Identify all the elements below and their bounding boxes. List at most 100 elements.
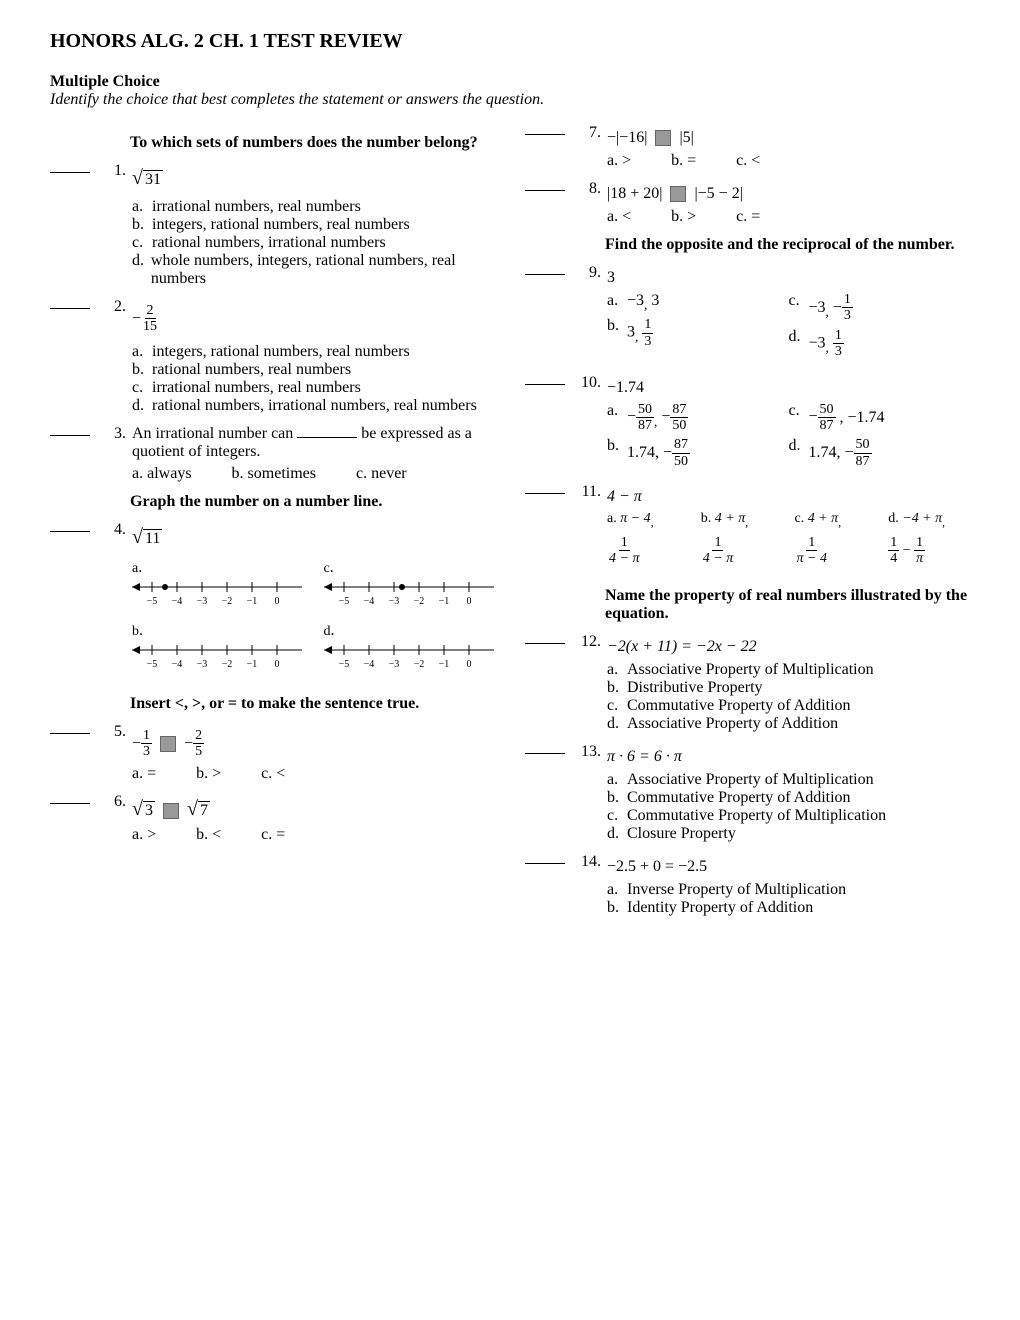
- numerator: 50: [636, 402, 654, 418]
- question-number: 3.: [98, 425, 126, 443]
- question-11: 11. 4 − π a. π − 4, b. 4 + π, c. 4 + π, …: [525, 483, 970, 567]
- numerator: 87: [670, 402, 688, 418]
- equation: π · 6 = 6 · π: [607, 748, 970, 766]
- answer-blank[interactable]: [525, 643, 565, 644]
- denominator: 15: [141, 319, 159, 334]
- choice-letter: c.: [132, 234, 152, 252]
- expr-left: −|−16|: [607, 129, 647, 146]
- val: , −1.74: [840, 408, 885, 425]
- numerator: 1: [619, 535, 630, 551]
- choice-text: 4 + π: [715, 511, 745, 526]
- denominator: 50: [672, 454, 690, 469]
- answer-blank[interactable]: [525, 493, 565, 494]
- svg-text:−2: −2: [413, 596, 424, 607]
- answer-blank[interactable]: [525, 384, 565, 385]
- svg-text:0: 0: [275, 659, 280, 670]
- denominator: 87: [818, 418, 836, 433]
- choice-text: Commutative Property of Addition: [627, 789, 851, 807]
- val: 1.74,: [627, 444, 659, 461]
- denominator: 3: [833, 344, 844, 359]
- choice-letter: b.: [132, 361, 152, 379]
- answer-blank[interactable]: [50, 803, 90, 804]
- choice-letter: a.: [607, 511, 617, 526]
- answer-blank[interactable]: [525, 134, 565, 135]
- choice-text: Commutative Property of Addition: [627, 697, 851, 715]
- dot: .: [331, 622, 335, 639]
- radicand: 7: [198, 801, 210, 820]
- numberline-c: −5−4−3−2−10: [324, 577, 494, 607]
- choice-text: <: [622, 208, 631, 225]
- answer-blank[interactable]: [50, 435, 90, 436]
- svg-text:−2: −2: [222, 659, 233, 670]
- choice-text: Identity Property of Addition: [627, 899, 813, 917]
- instruction: Identify the choice that best completes …: [50, 91, 970, 109]
- choice-text: rational numbers, real numbers: [152, 361, 351, 379]
- choice-letter: b.: [232, 465, 244, 482]
- choice-letter: b.: [607, 679, 627, 697]
- choice-text: irrational numbers, real numbers: [152, 198, 361, 216]
- numerator: 1: [842, 292, 853, 308]
- denominator: 4: [888, 551, 899, 566]
- choice-text: =: [147, 765, 156, 782]
- answer-blank[interactable]: [50, 308, 90, 309]
- fill-blank[interactable]: [297, 437, 357, 438]
- question-10: 10. −1.74 a. −5087, −8750 b. 1.74,: [525, 374, 970, 474]
- answer-blank[interactable]: [50, 733, 90, 734]
- expr-right: |−5 − 2|: [694, 185, 742, 202]
- question-value: 3: [607, 269, 970, 287]
- intro-4: Find the opposite and the reciprocal of …: [605, 236, 970, 254]
- svg-text:−1: −1: [247, 596, 258, 607]
- left-column: To which sets of numbers does the number…: [50, 124, 495, 927]
- choice-text: 4 + π: [808, 511, 838, 526]
- answer-blank[interactable]: [525, 190, 565, 191]
- question-number: 13.: [573, 743, 601, 761]
- answer-blank[interactable]: [525, 274, 565, 275]
- numerator: 1: [914, 535, 925, 551]
- val: −3: [627, 292, 644, 309]
- choice-text: always: [147, 465, 191, 482]
- choice-letter: d.: [789, 437, 809, 455]
- question-number: 5.: [98, 723, 126, 741]
- comma: ,: [635, 329, 638, 344]
- denominator: 50: [670, 418, 688, 433]
- val: −3: [809, 299, 826, 316]
- question-8: 8. |18 + 20| |−5 − 2| a. < b. > c. =: [525, 180, 970, 226]
- answer-blank[interactable]: [50, 172, 90, 173]
- denominator: 3: [842, 308, 853, 323]
- svg-text:−5: −5: [147, 659, 158, 670]
- choice-text: >: [687, 208, 696, 225]
- choice-letter: d.: [132, 397, 152, 415]
- choice-text: sometimes: [248, 465, 316, 482]
- choice-letter: b.: [607, 437, 627, 455]
- dot: .: [139, 622, 143, 639]
- comma: ,: [644, 297, 647, 312]
- svg-text:−2: −2: [413, 659, 424, 670]
- choice-text: integers, rational numbers, real numbers: [152, 216, 410, 234]
- answer-blank[interactable]: [525, 863, 565, 864]
- question-number: 4.: [98, 521, 126, 539]
- choice-text: >: [147, 826, 156, 843]
- numerator: 1: [141, 728, 152, 744]
- choice-letter: b.: [132, 216, 152, 234]
- question-value: 4 − π: [607, 488, 970, 506]
- choice-text: π − 4: [620, 511, 650, 526]
- question-number: 1.: [98, 162, 126, 180]
- choice-text: >: [212, 765, 221, 782]
- choice-letter: a.: [132, 198, 152, 216]
- numberline-d: −5−4−3−2−10: [324, 640, 494, 670]
- question-number: 10.: [573, 374, 601, 392]
- numerator: 1: [833, 328, 844, 344]
- answer-blank[interactable]: [50, 531, 90, 532]
- numerator: 2: [145, 303, 156, 319]
- choice-letter: c.: [261, 826, 272, 843]
- svg-text:−4: −4: [172, 596, 183, 607]
- choice-letter: a.: [607, 661, 627, 679]
- question-1: 1. √31 a.irrational numbers, real number…: [50, 162, 495, 288]
- answer-blank[interactable]: [525, 753, 565, 754]
- choice-letter: a.: [607, 152, 618, 169]
- question-6: 6. √3 √7 a. > b. < c. =: [50, 793, 495, 844]
- choice-letter: c.: [789, 402, 809, 420]
- choice-text: Inverse Property of Multiplication: [627, 881, 846, 899]
- choice-letter: a.: [607, 881, 627, 899]
- svg-text:−1: −1: [438, 659, 449, 670]
